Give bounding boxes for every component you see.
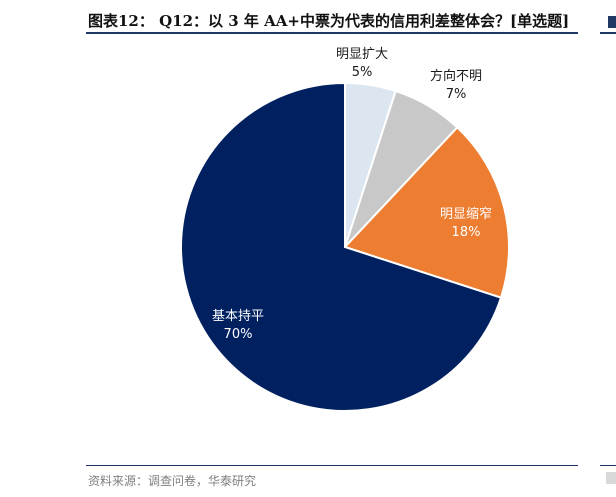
pie-labels: 明显扩大 5% 方向不明 7% 明显缩窄 18% 基本持平 70% xyxy=(212,47,492,342)
bottom-rule-right xyxy=(600,465,616,466)
pie-slice-4 xyxy=(180,81,503,412)
slice-value-label: 7% xyxy=(446,87,467,102)
slice-name-label: 方向不明 xyxy=(430,68,482,84)
pie-slices xyxy=(180,81,510,412)
source-note: 资料来源：调查问卷，华泰研究 xyxy=(88,474,257,488)
slice-value-label: 18% xyxy=(452,225,481,240)
slice-name-label: 明显扩大 xyxy=(336,47,388,62)
right-edge-mark xyxy=(608,16,616,28)
slice-name-label: 基本持平 xyxy=(212,309,264,324)
top-rule-right xyxy=(600,32,616,34)
top-rule xyxy=(86,32,578,34)
slice-value-label: 5% xyxy=(352,65,373,80)
pie-slice-3 xyxy=(343,126,510,299)
slice-name-label: 明显缩窄 xyxy=(440,206,492,222)
chart-title: 图表12： Q12：以 3 年 AA+中票为代表的信用利差整体会？[单选题] xyxy=(88,12,570,30)
right-edge-fragment xyxy=(606,472,616,484)
bottom-rule xyxy=(86,465,578,466)
slice-value-label: 70% xyxy=(224,327,253,342)
